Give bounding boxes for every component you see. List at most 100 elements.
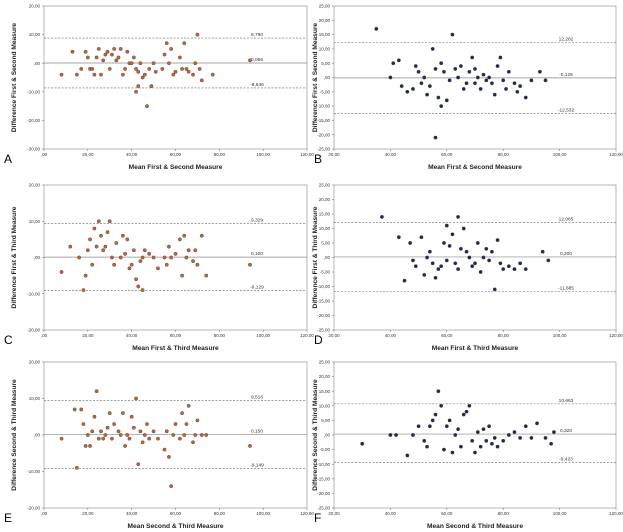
reference-line-label: 10,663 bbox=[559, 398, 574, 404]
data-point bbox=[546, 258, 551, 263]
y-tick-label: -5,00 bbox=[320, 270, 331, 275]
plot-frame bbox=[333, 5, 617, 150]
data-point bbox=[473, 67, 477, 71]
chart-panel-f: 20,00 40,00 60,00 80,00 100,00 120,00 -25,00 -2… bbox=[312, 360, 623, 530]
x-tick-label: 20,00 bbox=[82, 511, 94, 516]
x-tick-label: 120,00 bbox=[609, 511, 623, 516]
data-point bbox=[173, 69, 178, 74]
data-point bbox=[195, 32, 200, 37]
data-point bbox=[529, 436, 534, 440]
data-point bbox=[136, 462, 141, 467]
y-tick-label: 5,00 bbox=[321, 418, 330, 423]
y-tick-label: 15,00 bbox=[319, 32, 331, 37]
data-point bbox=[210, 72, 215, 77]
reference-line-label: -12,532 bbox=[558, 107, 575, 113]
data-point bbox=[506, 69, 511, 74]
x-tick-label: ,00 bbox=[41, 333, 48, 338]
y-tick-label: -20,00 bbox=[317, 491, 330, 496]
data-point bbox=[140, 255, 145, 260]
y-tick-label: 20,00 bbox=[319, 18, 331, 23]
data-point bbox=[439, 264, 444, 269]
data-point bbox=[436, 267, 441, 271]
data-point bbox=[138, 61, 143, 66]
data-point bbox=[94, 55, 99, 60]
data-point bbox=[470, 55, 475, 60]
data-point bbox=[127, 436, 132, 441]
data-point bbox=[138, 429, 143, 434]
data-point bbox=[195, 262, 200, 267]
reference-line-label: 8,790 bbox=[251, 32, 263, 38]
data-point bbox=[425, 444, 429, 449]
data-point bbox=[464, 81, 469, 86]
y-tick-label: 20,00 bbox=[29, 183, 41, 188]
data-point bbox=[495, 238, 500, 242]
data-point bbox=[90, 67, 95, 71]
data-point bbox=[116, 55, 121, 60]
reference-line-label: -11,685 bbox=[558, 285, 574, 291]
data-point bbox=[114, 241, 119, 245]
data-point bbox=[464, 409, 469, 414]
data-point bbox=[549, 441, 554, 446]
data-point bbox=[81, 422, 86, 426]
y-tick-label: ,00 bbox=[324, 433, 331, 438]
data-point bbox=[125, 237, 130, 242]
data-point bbox=[136, 284, 141, 289]
data-point bbox=[88, 444, 92, 448]
y-tick-label: -5,00 bbox=[320, 447, 331, 452]
data-point bbox=[444, 258, 449, 263]
data-point bbox=[191, 440, 195, 445]
data-point bbox=[164, 262, 169, 267]
data-point bbox=[191, 72, 195, 77]
data-point bbox=[68, 244, 73, 249]
y-tick-label: 10,00 bbox=[29, 32, 41, 37]
x-tick-label: 100,00 bbox=[256, 511, 270, 516]
data-point bbox=[160, 67, 165, 71]
x-axis-title: Mean First & Second Measure bbox=[428, 164, 522, 171]
x-tick-label: 120,00 bbox=[300, 511, 314, 516]
y-tick-label: -15,00 bbox=[317, 299, 330, 304]
data-point bbox=[475, 241, 480, 245]
data-point bbox=[481, 427, 486, 432]
data-point bbox=[248, 262, 252, 267]
data-point bbox=[118, 433, 123, 437]
data-point bbox=[105, 230, 110, 234]
data-point bbox=[162, 255, 167, 260]
reference-line-label: 0,200 bbox=[560, 251, 572, 257]
data-point bbox=[506, 433, 511, 437]
data-point bbox=[110, 52, 114, 57]
y-tick-label: -10,00 bbox=[27, 89, 40, 94]
data-point bbox=[487, 75, 491, 80]
data-point bbox=[112, 262, 117, 267]
data-point bbox=[123, 252, 127, 256]
data-point bbox=[456, 427, 460, 432]
y-axis-title: Difference First & Third Measure bbox=[312, 206, 319, 308]
data-point bbox=[121, 411, 125, 415]
y-tick-label: -10,00 bbox=[317, 104, 330, 109]
data-point bbox=[101, 58, 106, 63]
data-point bbox=[96, 219, 101, 224]
chart-panel-e: ,00 20,00 40,00 60,00 80,00 100,00 120,00 -20,0… bbox=[4, 360, 314, 530]
y-tick-label: 10,00 bbox=[319, 47, 331, 52]
data-point bbox=[433, 67, 438, 71]
data-point bbox=[142, 433, 147, 437]
y-tick-label: 20,00 bbox=[319, 197, 331, 202]
x-axis-title: Mean Second & Third Measure bbox=[128, 523, 224, 530]
x-tick-label: 20,00 bbox=[328, 333, 340, 338]
reference-line-label: -9,423 bbox=[559, 457, 573, 463]
data-point bbox=[145, 422, 149, 426]
y-axis-title: Difference Second & Third Measure bbox=[11, 379, 18, 491]
data-point bbox=[186, 248, 191, 253]
data-point bbox=[495, 444, 500, 449]
data-point bbox=[411, 258, 415, 263]
data-point bbox=[116, 429, 121, 434]
data-point bbox=[473, 81, 477, 86]
data-point bbox=[419, 81, 424, 86]
data-point bbox=[444, 98, 449, 103]
data-point bbox=[151, 61, 156, 66]
data-point bbox=[450, 32, 455, 37]
data-point bbox=[484, 438, 489, 443]
data-point bbox=[501, 78, 506, 83]
x-tick-label: 60,00 bbox=[441, 511, 453, 516]
y-axis-title: Difference Second & Third Measure bbox=[312, 379, 319, 491]
data-point bbox=[105, 49, 110, 54]
